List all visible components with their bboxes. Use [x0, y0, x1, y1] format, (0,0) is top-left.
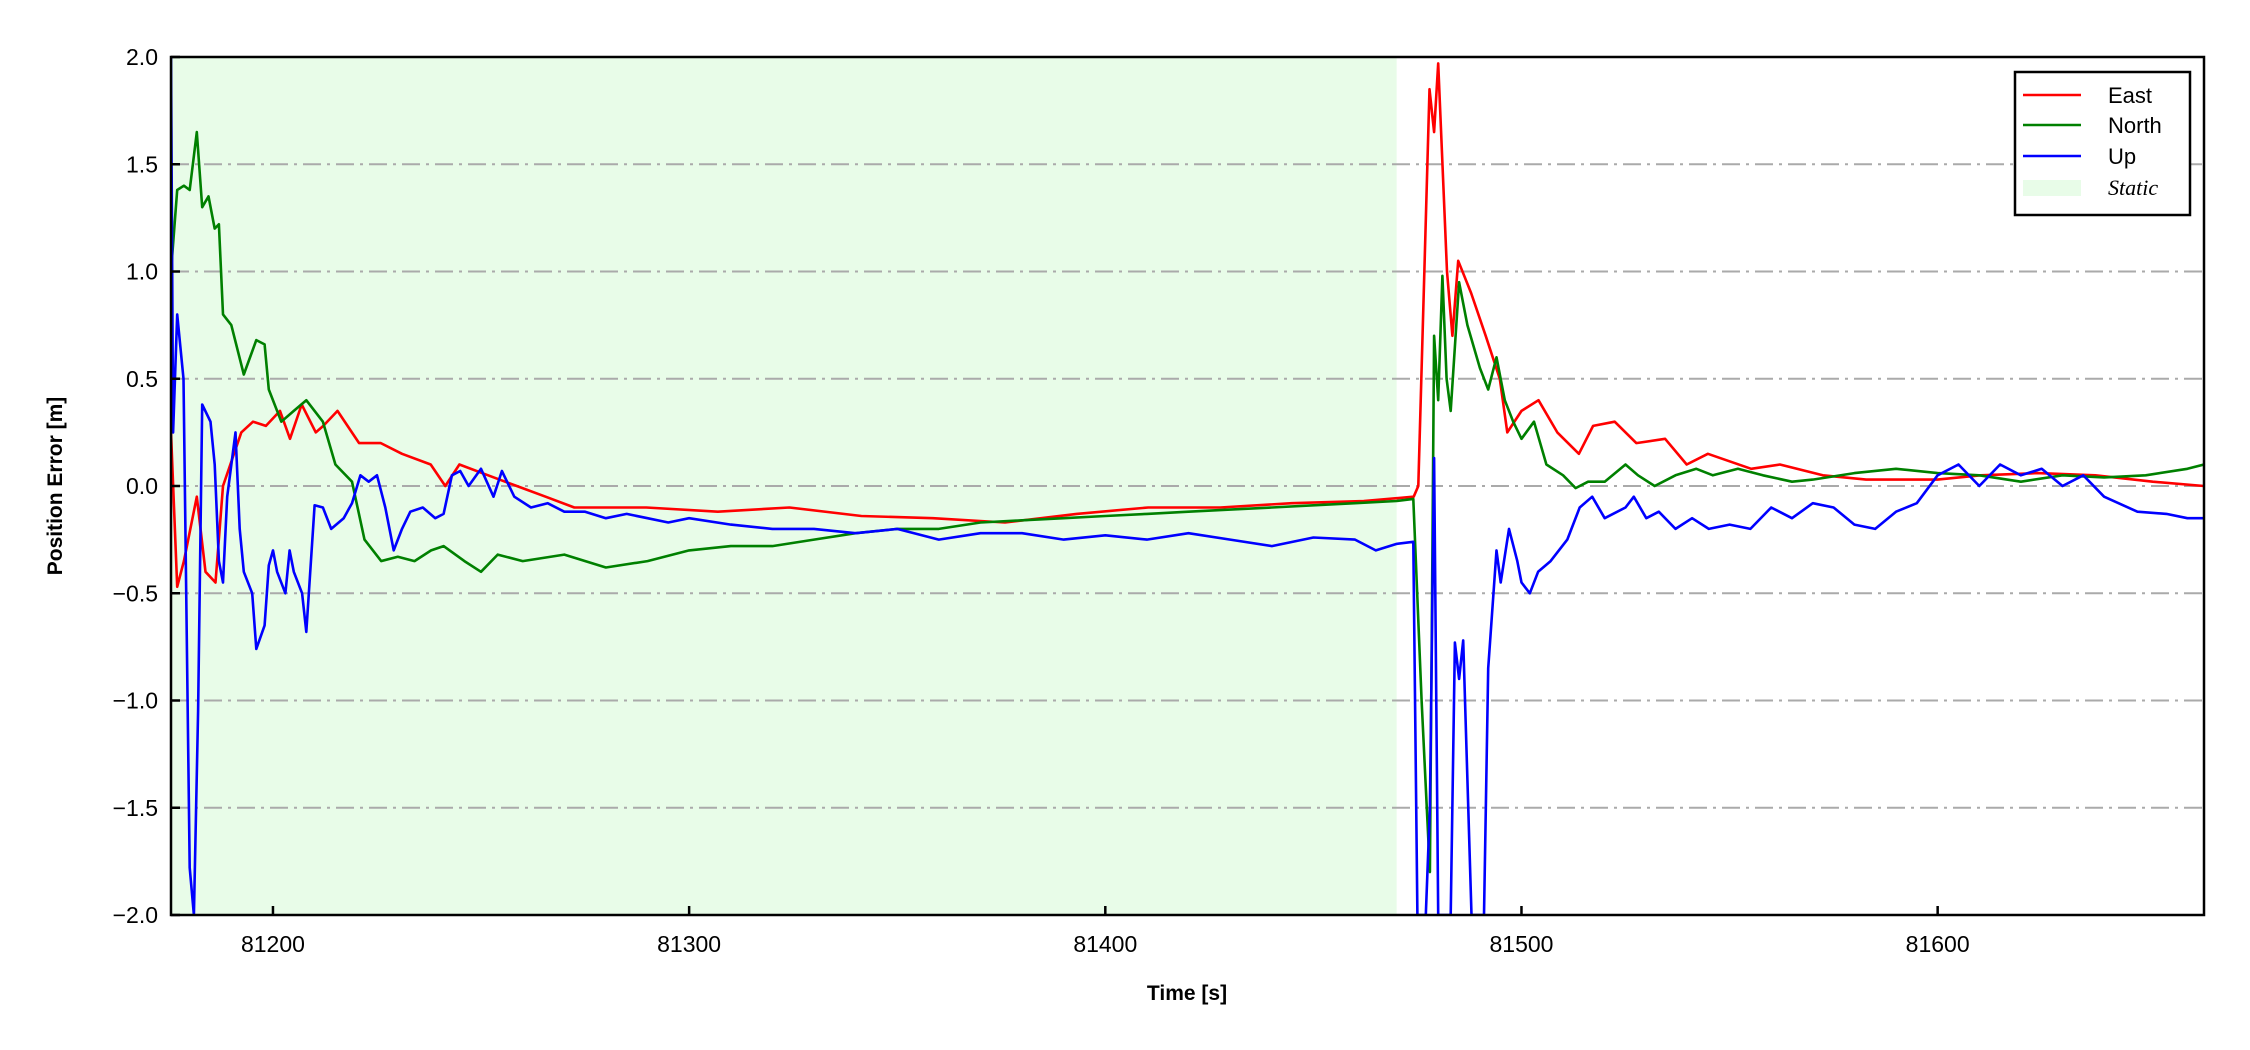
y-tick-label: 0.5 [126, 366, 158, 392]
legend-swatch-static [2023, 180, 2081, 196]
x-tick-label: 81500 [1489, 931, 1553, 957]
x-tick-label: 81600 [1906, 931, 1970, 957]
y-tick-label: 1.5 [126, 151, 158, 177]
y-tick-label: −2.0 [113, 902, 158, 928]
y-tick-label: −0.5 [113, 580, 158, 606]
legend: East North Up Static [2013, 70, 2192, 217]
y-tick-label: −1.5 [113, 795, 158, 821]
y-tick-label: 0.0 [126, 473, 158, 499]
series-line-north [171, 130, 2204, 874]
legend-label-up: Up [2108, 144, 2136, 169]
legend-label-static: Static [2108, 175, 2158, 200]
x-tick-label: 81400 [1073, 931, 1137, 957]
legend-label-east: East [2108, 83, 2152, 108]
x-tick-label: 81300 [657, 931, 721, 957]
y-tick-label: 1.0 [126, 259, 158, 285]
y-tick-label: −1.0 [113, 688, 158, 714]
series-line-up [171, 57, 2204, 915]
static-region-shade [171, 57, 1397, 915]
series-line-east [171, 62, 2204, 589]
x-axis-label: Time [s] [1147, 982, 1227, 1005]
y-axis-label: Position Error [m] [44, 397, 67, 576]
legend-label-north: North [2108, 113, 2162, 138]
x-tick-label: 81200 [241, 931, 305, 957]
y-tick-label: 2.0 [126, 44, 158, 70]
